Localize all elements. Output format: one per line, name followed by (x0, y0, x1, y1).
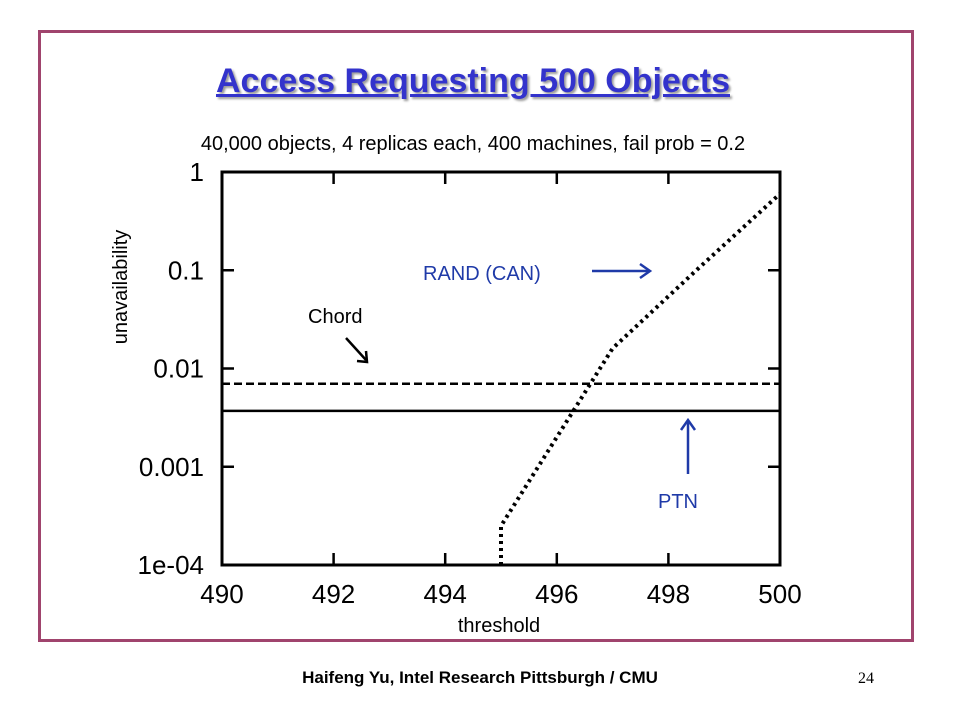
annotation-ptn-label: PTN (658, 491, 698, 513)
slide-title: Access Requesting 500 Objects (215, 62, 730, 100)
y-tick-label: 0.1 (168, 255, 204, 285)
y-tick-label: 0.001 (139, 452, 204, 482)
chart-subtitle: 40,000 objects, 4 replicas each, 400 mac… (200, 133, 746, 155)
footer-text: Haifeng Yu, Intel Research Pittsburgh / … (302, 668, 658, 687)
x-tick-label: 494 (424, 579, 467, 609)
x-tick-label: 490 (200, 579, 243, 609)
x-tick-label: 492 (312, 579, 355, 609)
page-number: 24 (858, 670, 874, 687)
y-axis-label: unavailability (110, 230, 132, 345)
x-axis-label: threshold (458, 615, 540, 637)
annotation-rand-label: RAND (CAN) (423, 263, 541, 285)
series-line-rand-can (499, 192, 782, 565)
annotation-chord-arrow-shaft (345, 337, 367, 361)
x-tick-label: 500 (758, 579, 801, 609)
y-tick-label: 0.01 (153, 354, 204, 384)
annotation-rand-arrow-head (639, 262, 653, 280)
annotation-chord-label: Chord (308, 306, 362, 328)
annotation-chord-arrow-head (356, 350, 369, 364)
slide-frame (38, 30, 914, 642)
y-tick-label: 1 (190, 157, 204, 187)
x-tick-label: 498 (647, 579, 690, 609)
annotation-ptn-arrow-head (679, 417, 697, 431)
y-tick-label: 1e-04 (138, 550, 205, 580)
x-tick-label: 496 (535, 579, 578, 609)
